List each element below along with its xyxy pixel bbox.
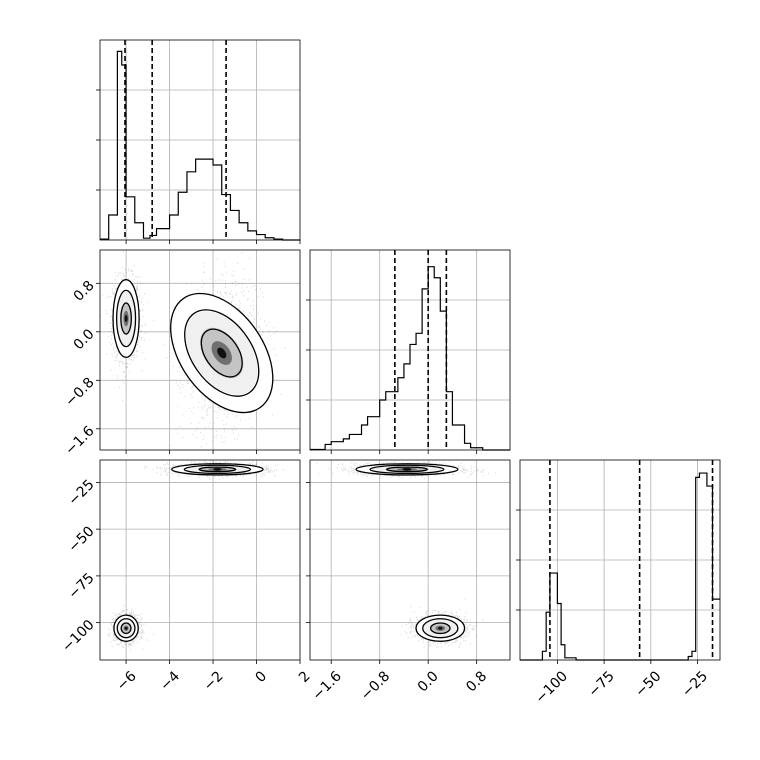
y-tick-label: 0.0 <box>71 326 98 353</box>
density-level <box>213 467 222 471</box>
contour-line <box>355 463 459 476</box>
y-tick-label: −75 <box>65 570 97 602</box>
x-tick-label: 2 <box>296 668 314 686</box>
x-tick-label: −25 <box>679 668 711 700</box>
scatter-panel-0-2: −6 −4 −2 0 2 −100 −75 −50 −25 <box>59 459 314 694</box>
contour-line <box>184 309 260 397</box>
y-tick-label: −50 <box>65 524 97 556</box>
contour-line <box>415 614 466 642</box>
contour-line <box>369 464 445 475</box>
scatter-panel-1-2: −1.6 −0.8 0.0 0.8 <box>306 459 511 704</box>
density-level <box>217 347 227 359</box>
panel-border <box>519 459 721 661</box>
contour-line <box>200 328 243 378</box>
x-tick-label: −4 <box>157 668 183 694</box>
density-level <box>124 314 128 322</box>
contour-line <box>170 292 274 414</box>
contour-line <box>112 279 140 358</box>
panel-content <box>100 250 300 450</box>
scatter-panel-0-1: −1.6 −0.8 0.0 0.8 <box>62 249 301 458</box>
x-tick-label: −50 <box>632 668 664 700</box>
panel-content <box>100 460 300 660</box>
x-tick-label: 0 <box>253 668 271 686</box>
contour-line <box>429 622 451 635</box>
hist-panel-2: −100 −75 −50 −25 <box>516 459 721 707</box>
panel-border <box>99 249 301 451</box>
contour-line <box>120 622 132 635</box>
x-tick-label: −1.6 <box>309 668 344 703</box>
contour-line <box>385 466 428 473</box>
contour-line <box>113 614 139 642</box>
contour-line <box>115 289 137 348</box>
contour-line <box>120 302 132 335</box>
contour-line <box>116 618 136 639</box>
contour-line <box>171 463 264 476</box>
x-tick-label: −2 <box>201 668 227 694</box>
y-tick-label: −25 <box>65 477 97 509</box>
x-tick-label: 0.8 <box>463 668 490 695</box>
contour-line <box>422 618 459 639</box>
histogram-step-0 <box>100 50 300 241</box>
panel-border <box>99 39 301 241</box>
density-level <box>402 467 412 471</box>
panel-content <box>310 460 510 660</box>
hist-panel-1 <box>306 249 511 454</box>
panel-border <box>309 249 511 451</box>
x-tick-label: 0.0 <box>415 668 442 695</box>
panel-border <box>309 459 511 661</box>
panel-background <box>310 460 510 660</box>
x-tick-label: −0.8 <box>358 668 393 703</box>
y-tick-label: 0.8 <box>71 278 98 305</box>
x-tick-label: −75 <box>586 668 618 700</box>
density-level <box>124 626 128 630</box>
hist-panel-0 <box>96 39 301 244</box>
histogram-step-1 <box>310 266 510 451</box>
y-tick-label: −100 <box>59 617 98 656</box>
y-tick-label: −1.6 <box>62 423 97 458</box>
y-tick-label: −0.8 <box>62 375 97 410</box>
panel-border <box>99 459 301 661</box>
x-tick-label: −100 <box>532 668 571 707</box>
contour-line <box>198 466 237 473</box>
density-level <box>438 626 443 630</box>
x-tick-label: −6 <box>114 668 140 694</box>
contour-line <box>183 464 252 475</box>
